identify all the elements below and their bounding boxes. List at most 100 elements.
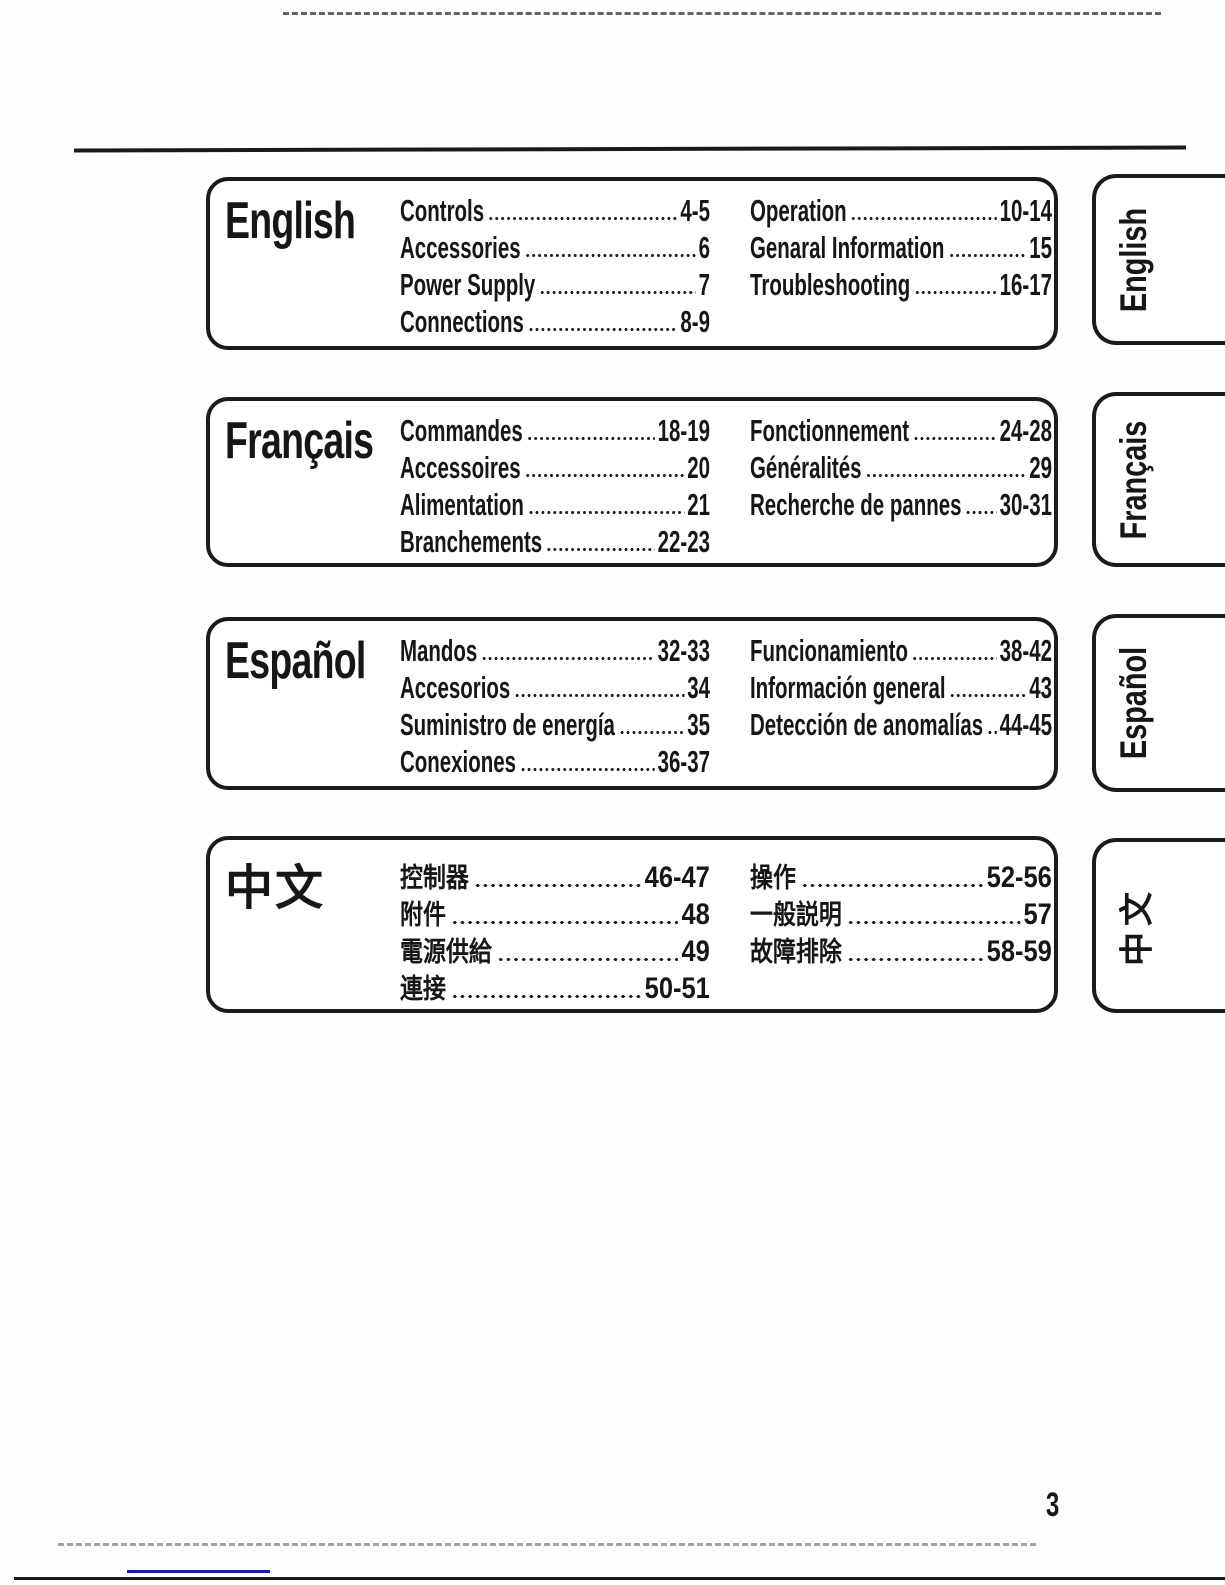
toc-entry: Conexiones 36-37 [400, 743, 710, 780]
toc-leader-dots [948, 229, 1027, 266]
toc-entry-label: Controls [400, 193, 485, 228]
header-rule-line [73, 145, 1187, 153]
toc-page-number: 50-51 [644, 972, 710, 1005]
toc-page-number: 10-14 [999, 193, 1052, 228]
toc-entry: Suministro de energía 35 [400, 706, 710, 743]
toc-leader-dots [519, 743, 655, 780]
toc-column-right: Operation 10-14 Genaral Information 15 Tro… [750, 192, 1052, 303]
toc-page-number: 43 [1029, 670, 1052, 705]
footer-scan-dashed-line [58, 1543, 1036, 1546]
toc-entry-label: Mandos [400, 633, 478, 668]
toc-page-number: 21 [687, 487, 710, 522]
toc-entry-label: Fonctionnement [750, 413, 910, 448]
toc-page-number: 4-5 [680, 193, 710, 228]
toc-page-number: 24-28 [999, 413, 1052, 448]
toc-entry: 操作 52-56 [750, 859, 1052, 896]
toc-leader-dots [527, 486, 685, 523]
toc-leader-dots [914, 266, 997, 303]
toc-entry: Mandos 32-33 [400, 632, 710, 669]
toc-leader-dots [514, 669, 685, 706]
toc-entry-label: 故障排除 [750, 937, 842, 967]
toc-entry-label: Información general [750, 670, 946, 705]
toc-page-number: 16-17 [999, 267, 1052, 302]
toc-entry-label: Branchements [400, 524, 543, 559]
toc-leader-dots [913, 412, 997, 449]
toc-leader-dots [524, 449, 685, 486]
toc-entry-label: Conexiones [400, 744, 516, 779]
toc-leader-dots [846, 933, 984, 970]
toc-entry: 一般説明 57 [750, 896, 1052, 933]
toc-column-right: 操作 52-56 一般説明 57 故障排除 58-59 [750, 859, 1052, 970]
toc-box-english: English Controls 4-5 Accessories 6 Power S… [206, 177, 1058, 350]
toc-entry-label: 電源供給 [400, 937, 492, 967]
toc-entry: Detección de anomalías 44-45 [750, 706, 1052, 743]
toc-page-number: 34 [687, 670, 710, 705]
toc-leader-dots [481, 632, 655, 669]
toc-entry: Genaral Information 15 [750, 229, 1052, 266]
toc-column-left: Commandes 18-19 Accessoires 20 Alimentatio… [400, 412, 710, 560]
toc-page-number: 29 [1029, 450, 1052, 485]
toc-leader-dots [987, 706, 997, 743]
toc-page-number: 32-33 [657, 633, 710, 668]
toc-leader-dots [524, 229, 696, 266]
toc-page-number: 20 [687, 450, 710, 485]
side-tab-label-francais: Français [1113, 420, 1154, 539]
toc-entry-label: Suministro de energía [400, 707, 615, 742]
toc-page-number: 44-45 [999, 707, 1052, 742]
toc-entry: Accessoires 20 [400, 449, 710, 486]
toc-leader-dots [949, 669, 1027, 706]
toc-entry: 故障排除 58-59 [750, 933, 1052, 970]
toc-entry-label: Power Supply [400, 267, 536, 302]
language-label-espanol: Español [225, 632, 366, 690]
toc-entry-label: Connections [400, 304, 524, 339]
toc-entry-label: 控制器 [400, 863, 469, 893]
toc-leader-dots [846, 896, 1021, 933]
toc-page-number: 6 [698, 230, 710, 265]
toc-page-number: 57 [1023, 898, 1052, 931]
toc-entry-label: Accessories [400, 230, 521, 265]
language-label-francais: Français [225, 412, 374, 470]
toc-leader-dots [546, 523, 655, 560]
toc-page-number: 7 [698, 267, 710, 302]
language-label-chinese: 中文 [225, 862, 326, 915]
toc-page-number: 22-23 [657, 524, 710, 559]
toc-page-number: 36-37 [657, 744, 710, 779]
toc-box-espanol: Español Mandos 32-33 Accesorios 34 Suminis… [206, 617, 1058, 790]
toc-entry: 控制器 46-47 [400, 859, 710, 896]
toc-entry: 連接 50-51 [400, 970, 710, 1007]
page-number: 3 [1046, 1486, 1060, 1524]
side-tab-francais: Français [1092, 392, 1225, 567]
toc-page-number: 48 [681, 898, 710, 931]
toc-column-right: Fonctionnement 24-28 Généralités 29 Recher… [750, 412, 1052, 523]
toc-entry-label: 連接 [400, 974, 446, 1004]
toc-leader-dots [618, 706, 685, 743]
toc-entry-label: 附件 [400, 900, 446, 930]
toc-page-number: 58-59 [986, 935, 1052, 968]
toc-entry-label: 一般説明 [750, 900, 842, 930]
toc-entry: Généralités 29 [750, 449, 1052, 486]
toc-entry-label: Troubleshooting [750, 267, 911, 302]
side-tab-english: English [1092, 174, 1225, 345]
toc-entry-label: Alimentation [400, 487, 524, 522]
toc-box-francais: Français Commandes 18-19 Accessoires 20 Al… [206, 397, 1058, 567]
toc-entry-label: Genaral Information [750, 230, 945, 265]
toc-leader-dots [965, 486, 997, 523]
toc-entry: Recherche de pannes 30-31 [750, 486, 1052, 523]
toc-entry: Power Supply 7 [400, 266, 710, 303]
toc-entry: Troubleshooting 16-17 [750, 266, 1052, 303]
toc-entry: Controls 4-5 [400, 192, 710, 229]
toc-leader-dots [527, 303, 678, 340]
toc-leader-dots [911, 632, 997, 669]
toc-entry: Funcionamiento 38-42 [750, 632, 1052, 669]
toc-column-left: Controls 4-5 Accessories 6 Power Supply 7 C… [400, 192, 710, 340]
toc-leader-dots [850, 192, 997, 229]
toc-entry-label: Operation [750, 193, 847, 228]
toc-entry: Connections 8-9 [400, 303, 710, 340]
toc-column-left: Mandos 32-33 Accesorios 34 Suministro de e… [400, 632, 710, 780]
toc-leader-dots [865, 449, 1027, 486]
toc-leader-dots [801, 859, 984, 896]
toc-entry-label: 操作 [750, 863, 796, 893]
toc-page-number: 38-42 [999, 633, 1052, 668]
toc-entry-label: Funcionamiento [750, 633, 908, 668]
